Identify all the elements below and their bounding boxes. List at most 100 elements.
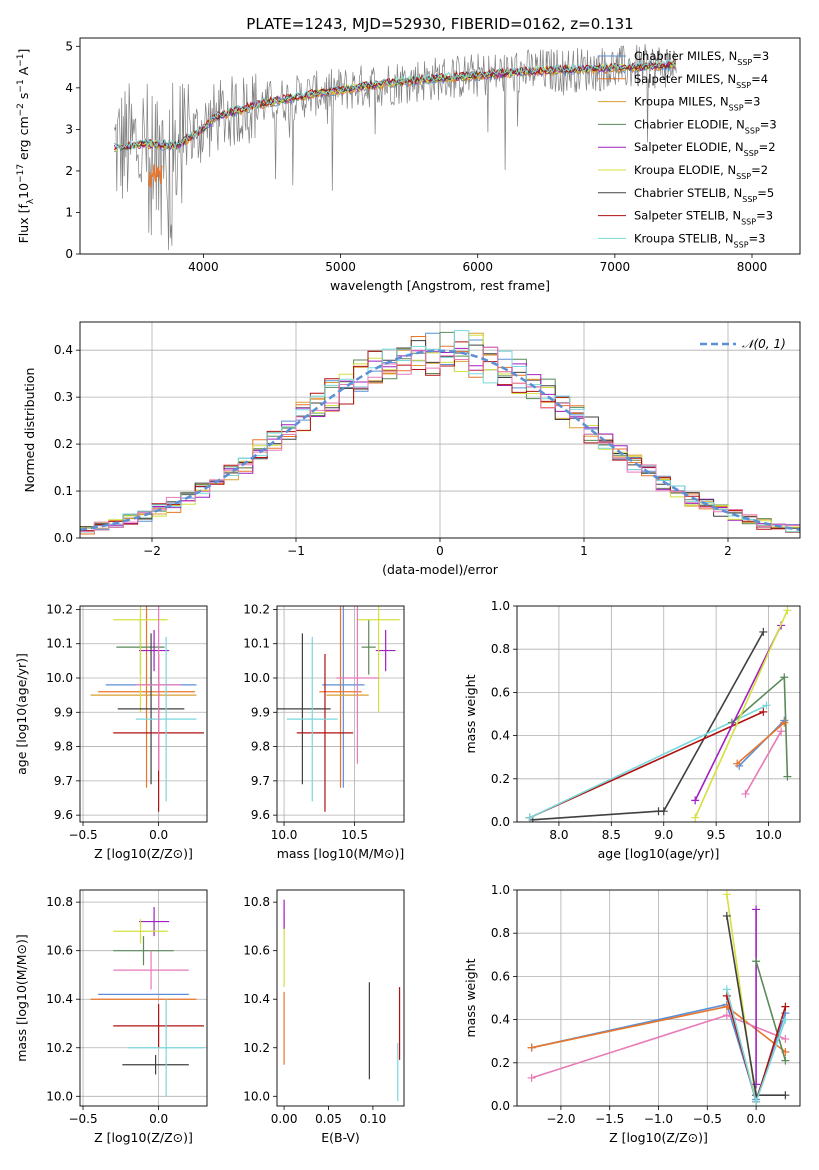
plot-area bbox=[277, 606, 404, 822]
weight-marker-pink bbox=[777, 727, 786, 736]
y-tick-label: 10.1 bbox=[243, 637, 270, 651]
y-tick-label: 1 bbox=[65, 205, 73, 219]
weight-marker-salpeter_miles bbox=[733, 759, 742, 768]
x-tick-label: 9.5 bbox=[707, 828, 726, 842]
axes-mass_vs_EBV: 0.00 0.05 0.10 10.0 10.2 10.4 10.6 10.8 E(B-V) bbox=[243, 889, 405, 1145]
x-axis-label: Z [log10(Z/Z⊙)] bbox=[94, 1130, 193, 1145]
weight-marker-kroupa_stelib bbox=[762, 701, 771, 710]
x-tick-label: −0.5 bbox=[693, 1112, 722, 1126]
legend-label-chabrier_elodie: Chabrier ELODIE, NSSP=3 bbox=[634, 117, 777, 135]
x-tick-label: 10.0 bbox=[755, 828, 782, 842]
y-tick-label: 10.0 bbox=[243, 1089, 270, 1103]
plot-area bbox=[80, 890, 207, 1106]
y-tick-label: 0.4 bbox=[491, 1013, 510, 1027]
y-axis-label: Flux [fλ10−17 erg cm−2 s−1 A−1] bbox=[16, 49, 36, 244]
x-tick-label: −2 bbox=[143, 544, 161, 558]
axes-residuals: −2 −1 0 1 2 0.0 0.1 0.2 0.3 0.4 (data-model)/error… bbox=[22, 321, 801, 577]
y-tick-label: 10.0 bbox=[46, 671, 73, 685]
weight-marker-salpeter_elodie bbox=[691, 796, 700, 805]
weight-line-salpeter_elodie bbox=[694, 625, 782, 801]
axes-frame bbox=[516, 605, 801, 823]
axes-frame bbox=[79, 889, 208, 1107]
legend-label-kroupa_miles: Kroupa MILES, NSSP=3 bbox=[634, 95, 760, 113]
y-tick-label: 0.1 bbox=[54, 484, 73, 498]
legend-label-kroupa_elodie: Kroupa ELODIE, NSSP=2 bbox=[634, 163, 768, 181]
x-axis-label: (data-model)/error bbox=[382, 562, 499, 577]
y-tick-label: 0.2 bbox=[491, 1056, 510, 1070]
x-axis-label: E(B-V) bbox=[321, 1130, 360, 1145]
x-tick-label: 2 bbox=[724, 544, 732, 558]
weight-marker-chabrier_stelib bbox=[781, 1091, 790, 1100]
x-tick-label: 0 bbox=[436, 544, 444, 558]
legend-label-kroupa_stelib: Kroupa STELIB, NSSP=3 bbox=[634, 231, 765, 249]
plot-area bbox=[80, 606, 207, 822]
y-tick-label: 9.9 bbox=[54, 705, 73, 719]
y-tick-label: 2 bbox=[65, 164, 73, 178]
weight-marker-kroupa_stelib bbox=[722, 985, 731, 994]
x-axis-label: wavelength [Angstrom, rest frame] bbox=[330, 278, 550, 293]
x-tick-label: 6000 bbox=[462, 260, 493, 274]
y-axis-label: age [log10(age/yr)] bbox=[14, 653, 29, 775]
x-tick-label: 0.10 bbox=[360, 1112, 387, 1126]
normal-curve bbox=[80, 349, 800, 532]
y-tick-label: 1.0 bbox=[491, 883, 510, 897]
y-tick-label: 9.7 bbox=[251, 774, 270, 788]
y-tick-label: 0.8 bbox=[491, 642, 510, 656]
y-tick-label: 10.2 bbox=[46, 1041, 73, 1055]
spectrum-model-kroupa_miles bbox=[141, 61, 676, 151]
weight-marker-salpeter_stelib bbox=[759, 707, 768, 716]
weight-marker-kroupa_elodie bbox=[691, 813, 700, 822]
x-tick-label: 5000 bbox=[325, 260, 356, 274]
plot-area bbox=[113, 44, 677, 251]
weight-line-salpeter_miles bbox=[736, 721, 785, 765]
y-tick-label: 1.0 bbox=[491, 599, 510, 613]
plot-area bbox=[517, 606, 800, 822]
weight-marker-chabrier_elodie bbox=[781, 1056, 790, 1065]
weight-marker-chabrier_stelib bbox=[722, 911, 731, 920]
weight-line-kroupa_stelib bbox=[529, 704, 767, 819]
x-axis-label: Z [log10(Z/Z⊙)] bbox=[94, 846, 193, 861]
y-tick-label: 0.6 bbox=[491, 969, 510, 983]
x-axis-label: age [log10(age/yr)] bbox=[598, 846, 720, 861]
weight-marker-salpeter_miles bbox=[527, 1043, 536, 1052]
plot-area bbox=[283, 899, 401, 1102]
weight-line-chabrier_elodie bbox=[755, 961, 787, 1061]
y-tick-label: 10.8 bbox=[46, 895, 73, 909]
x-tick-label: 0.0 bbox=[747, 1112, 766, 1126]
axes-age_vs_mass: 10.0 10.5 9.6 9.7 9.8 9.9 10.0 10.1 10.2 mass [lo… bbox=[243, 602, 405, 861]
legend-label-chabrier_miles: Chabrier MILES, NSSP=3 bbox=[634, 49, 769, 67]
y-tick-label: 9.6 bbox=[251, 808, 270, 822]
spectrum-model-kroupa_stelib bbox=[114, 59, 676, 150]
weight-marker-salpeter_stelib bbox=[781, 1002, 790, 1011]
axes-frame bbox=[276, 605, 405, 823]
spectrum-model-salpeter_miles bbox=[141, 62, 676, 151]
axes-mass_weight_vs_age: 8.0 8.5 9.0 9.5 10.0 0.0 0.2 0.4 0.6 0.8 1.0 age [l… bbox=[463, 599, 801, 861]
spectrum-model-salpeter-miles-blue bbox=[147, 164, 163, 188]
weight-marker-kroupa_elodie bbox=[783, 606, 792, 615]
weight-marker-kroupa_elodie bbox=[722, 890, 731, 899]
y-tick-label: 0 bbox=[65, 247, 73, 261]
x-tick-label: 10.0 bbox=[271, 828, 298, 842]
y-tick-label: 10.6 bbox=[46, 944, 73, 958]
y-tick-label: 0.2 bbox=[54, 437, 73, 451]
y-axis-label: mass weight bbox=[463, 958, 478, 1037]
weight-marker-chabrier_stelib bbox=[759, 627, 768, 636]
legend-label-salpeter_miles: Salpeter MILES, NSSP=4 bbox=[634, 72, 768, 90]
weight-marker-salpeter_elodie bbox=[752, 905, 761, 914]
axes-mass_weight_vs_Z: −2.0 −1.5 −1.0 −0.5 0.0 0.0 0.2 0.4 0.6 0.8 1.0 Z [… bbox=[463, 883, 801, 1145]
y-tick-label: 0.0 bbox=[54, 531, 73, 545]
y-tick-label: 10.2 bbox=[243, 1041, 270, 1055]
y-tick-label: 4 bbox=[65, 81, 73, 95]
y-tick-label: 10.2 bbox=[46, 602, 73, 616]
y-tick-label: 0.4 bbox=[491, 729, 510, 743]
y-tick-label: 9.8 bbox=[251, 740, 270, 754]
spectrum-data-line bbox=[113, 44, 677, 251]
axes-mass_vs_Z: −0.5 0.0 10.0 10.2 10.4 10.6 10.8 Z [log10(Z/Z⊙… bbox=[14, 889, 208, 1145]
y-tick-label: 9.9 bbox=[251, 705, 270, 719]
y-tick-label: 0.6 bbox=[491, 685, 510, 699]
axes-age_vs_Z: −0.5 0.0 9.6 9.7 9.8 9.9 10.0 10.1 10.2 Z [log10(… bbox=[14, 602, 208, 861]
axes-frame bbox=[516, 889, 801, 1107]
y-tick-label: 9.6 bbox=[54, 808, 73, 822]
y-tick-label: 9.8 bbox=[54, 740, 73, 754]
weight-marker-kroupa_stelib bbox=[525, 813, 534, 822]
